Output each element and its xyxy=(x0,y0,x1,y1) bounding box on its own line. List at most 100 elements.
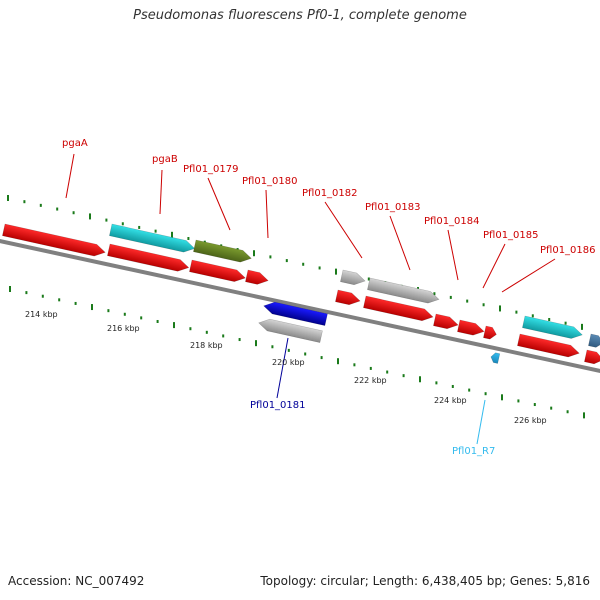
major-tick xyxy=(255,340,257,347)
major-tick xyxy=(335,268,337,275)
kbp-tick-label: 214 kbp xyxy=(25,310,58,319)
gene-arrow-f12[interactable] xyxy=(367,277,440,305)
gene-arrow-f16[interactable] xyxy=(483,325,497,340)
major-tick xyxy=(171,231,173,238)
gene-arrow-f9[interactable] xyxy=(257,317,323,343)
kbp-labels: 214 kbp 216 kbp 218 kbp 220 kbp 222 kbp 224 k… xyxy=(25,310,547,425)
gene-label-f17[interactable]: Pfl01_R7 xyxy=(452,446,495,457)
gene-arrow-f20[interactable] xyxy=(588,333,600,349)
gene-arrow-f1[interactable] xyxy=(2,223,106,258)
gene-arrow-f4[interactable] xyxy=(189,259,246,284)
minor-tick xyxy=(449,295,452,299)
minor-tick xyxy=(533,403,536,407)
gene-label-f14[interactable]: Pfl01_0184 xyxy=(424,216,480,227)
minor-tick xyxy=(482,303,485,307)
minor-tick xyxy=(39,203,42,207)
minor-tick xyxy=(41,294,44,298)
minor-tick xyxy=(466,299,469,303)
minor-tick xyxy=(433,292,436,296)
leader-line xyxy=(324,201,363,259)
gene-arrow-f19[interactable] xyxy=(517,333,580,359)
minor-tick xyxy=(304,352,307,356)
minor-tick xyxy=(517,399,520,403)
minor-tick xyxy=(189,327,192,331)
minor-tick xyxy=(25,291,28,295)
minor-tick xyxy=(566,410,569,414)
minor-tick xyxy=(187,236,190,240)
accession-label: Accession: NC_007492 xyxy=(8,574,145,588)
minor-tick xyxy=(269,255,272,259)
minor-tick xyxy=(154,229,157,233)
gene-arrow-f15[interactable] xyxy=(457,319,485,337)
kbp-tick-label: 218 kbp xyxy=(190,341,223,350)
leader-line xyxy=(447,229,459,281)
major-tick xyxy=(419,376,421,383)
minor-tick xyxy=(107,309,110,313)
gene-label-f3[interactable]: pgaB xyxy=(152,154,178,165)
minor-tick xyxy=(564,321,567,325)
leader-line xyxy=(389,215,411,271)
gene-arrow-f2[interactable] xyxy=(107,243,190,273)
kbp-tick-label: 216 kbp xyxy=(107,324,140,333)
gene-label-f12[interactable]: Pfl01_0183 xyxy=(365,202,421,213)
gene-arrow-f17[interactable] xyxy=(490,352,501,364)
gene-arrow-f10[interactable] xyxy=(340,269,366,287)
gene-arrow-f11[interactable] xyxy=(335,289,361,307)
gene-arrow-f6[interactable] xyxy=(245,269,269,286)
minor-tick xyxy=(320,356,323,360)
minor-tick xyxy=(138,225,141,229)
leader-line xyxy=(159,169,163,215)
major-tick xyxy=(7,195,9,201)
minor-tick xyxy=(548,317,551,321)
major-tick xyxy=(253,250,255,257)
minor-tick xyxy=(74,301,77,305)
gene-arrow-f5[interactable] xyxy=(193,239,252,264)
gene-arrow-f18[interactable] xyxy=(522,315,583,341)
kbp-tick-label: 226 kbp xyxy=(514,416,547,425)
minor-tick xyxy=(222,334,225,338)
gene-arrow-f8[interactable] xyxy=(262,300,328,326)
minor-tick xyxy=(287,348,290,352)
minor-tick xyxy=(484,392,487,396)
label-leaders xyxy=(65,153,556,445)
minor-tick xyxy=(271,345,274,349)
minor-tick xyxy=(468,388,471,392)
leader-line xyxy=(476,399,486,445)
leader-line xyxy=(207,177,231,231)
gene-label-f5[interactable]: Pfl01_0179 xyxy=(183,164,239,175)
minor-tick xyxy=(23,200,26,204)
gene-label-f1[interactable]: pgaA xyxy=(62,138,88,149)
genome-title: Pseudomonas fluorescens Pf0-1, complete … xyxy=(133,8,467,23)
minor-tick xyxy=(531,314,534,318)
gene-label-f18[interactable]: Pfl01_0186 xyxy=(540,245,596,256)
leader-line xyxy=(65,153,75,199)
minor-tick xyxy=(140,316,143,320)
minor-tick xyxy=(123,312,126,316)
kbp-tick-label: 224 kbp xyxy=(434,396,467,405)
minor-tick xyxy=(318,266,321,270)
minor-tick xyxy=(238,338,241,342)
leader-line xyxy=(276,337,289,399)
major-tick xyxy=(173,322,175,329)
gene-label-f10[interactable]: Pfl01_0182 xyxy=(302,188,358,199)
minor-tick xyxy=(72,211,75,215)
gene-label-f8[interactable]: Pfl01_0181 xyxy=(250,400,306,411)
gene-arrow-f14[interactable] xyxy=(433,313,459,331)
minor-tick xyxy=(58,298,61,302)
gene-label-f15[interactable]: Pfl01_0185 xyxy=(483,230,539,241)
minor-tick xyxy=(156,319,159,323)
major-tick xyxy=(501,394,503,401)
gene-arrow-f13[interactable] xyxy=(363,295,434,323)
kbp-tick-label: 220 kbp xyxy=(272,358,305,367)
minor-tick xyxy=(205,330,208,334)
minor-tick xyxy=(56,207,59,211)
minor-tick xyxy=(435,381,438,385)
minor-tick xyxy=(121,222,124,226)
gene-label-f7[interactable]: Pfl01_0180 xyxy=(242,176,298,187)
gene-arrow-f21[interactable] xyxy=(584,349,600,366)
major-tick xyxy=(91,304,93,311)
minor-tick xyxy=(285,259,288,263)
gene-arrow-f3[interactable] xyxy=(109,223,196,254)
